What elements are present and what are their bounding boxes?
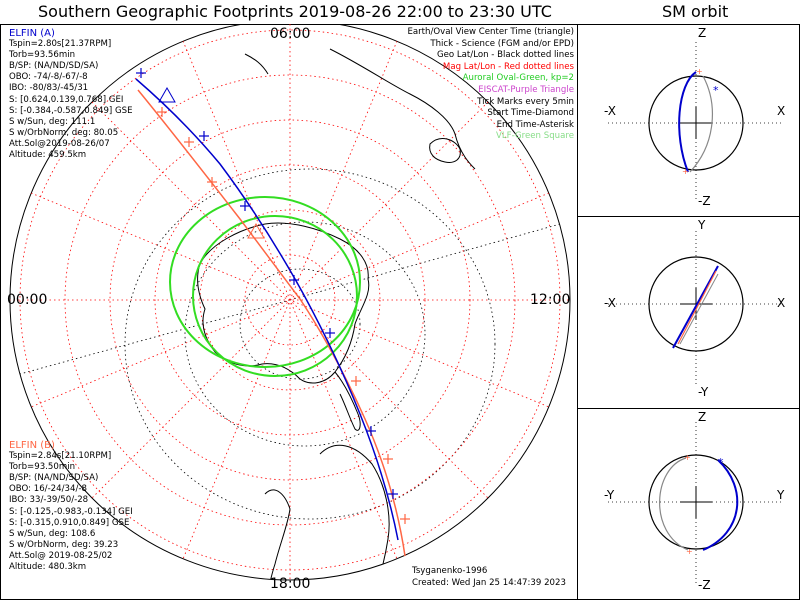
mlt-label-right: 12:00 — [530, 292, 571, 308]
orbit-xz-bottom: -Z — [698, 194, 711, 208]
elfin-a-footprint — [135, 78, 399, 541]
svg-text:+: + — [696, 67, 703, 76]
elfin-b-name: ELFIN (B) — [9, 440, 55, 451]
mlt-label-top: 06:00 — [270, 26, 311, 42]
elfin-b-info-line: IBO: 33/-39/50/-28 — [9, 495, 89, 506]
elfin-a-info-line: S w/OrbNorm, deg: 80.05 — [9, 127, 119, 138]
orbit-yz-top: Z — [698, 410, 707, 424]
elfin-b-info-line: S: [-0.125,-0.983,-0.134] GEI — [9, 506, 133, 517]
elfin-b-track — [137, 89, 410, 557]
elfin-b-info-line: OBO: 16/-24/34/-8 — [9, 484, 87, 495]
orbit-xy-right: X — [777, 296, 786, 310]
orbit-yz-left: -Y — [604, 488, 615, 502]
orbit-xy-left: -X — [604, 296, 616, 310]
orbit-plot-xz: * + + — [608, 42, 783, 202]
orbit-plot-yz: * + + — [608, 422, 783, 583]
elfin-a-name: ELFIN (A) — [9, 28, 55, 39]
elfin-a-info-line: OBO: -74/-8/-67/-8 — [9, 72, 88, 83]
orbit-yz-bottom: -Z — [698, 578, 711, 592]
legend-item: EISCAT-Purple Triangle — [478, 84, 574, 95]
auroral-ovals — [169, 196, 361, 377]
model-label: Tsyganenko-1996 — [412, 566, 488, 576]
elfin-b-info-line: Att.Sol@ 2019-08-25/02 — [9, 550, 113, 561]
page-title: Southern Geographic Footprints 2019-08-2… — [38, 2, 552, 21]
polar-map — [9, 24, 571, 581]
elfin-b-footprint — [137, 89, 406, 557]
svg-text:*: * — [718, 456, 724, 469]
orbit-xy-bottom: -Y — [698, 385, 709, 399]
mag-grid — [10, 24, 570, 580]
legend-item: Geo Lat/Lon - Black dotted lines — [436, 50, 574, 61]
legend-item: VLF-Green Square — [495, 131, 574, 142]
orbit-xy-top: Y — [698, 218, 706, 232]
elfin-a-info-line: Torb=93.56min — [9, 50, 76, 61]
elfin-b-info-line: S w/Sun, deg: 108.6 — [9, 528, 96, 539]
elfin-a-info-line: S w/Sun, deg: 111.1 — [9, 116, 96, 127]
svg-text:+: + — [686, 547, 693, 556]
legend-item: End Time-Asterisk — [496, 119, 574, 130]
legend-item: Thick - Science (FGM and/or EPD) — [430, 38, 574, 49]
elfin-a-info-line: B/SP: (NA/ND/SD/SA) — [9, 61, 99, 72]
elfin-b-center-triangle — [247, 222, 265, 239]
mlt-label-left: 00:00 — [7, 292, 48, 308]
elfin-b-ticks — [157, 107, 410, 524]
svg-text:+: + — [682, 167, 689, 176]
legend-item: Start Time-Diamond — [487, 108, 574, 119]
legend-item: Earth/Oval View Center Time (triangle) — [407, 27, 574, 37]
orbit-xz-left: -X — [604, 104, 616, 118]
legend: Earth/Oval View Center Time (triangle) Th… — [407, 27, 574, 143]
elfin-b-info: ELFIN (B) Tspin=2.84s[21.10RPM] Torb=93.5… — [9, 440, 133, 573]
elfin-a-center-triangle — [158, 86, 176, 103]
elfin-a-info-line: S: [-0.384,-0.587,0.849] GSE — [9, 105, 133, 116]
legend-item: Mag Lat/Lon - Red dotted lines — [442, 61, 574, 72]
elfin-b-info-line: Torb=93.50min — [9, 462, 76, 473]
elfin-a-track — [135, 68, 399, 541]
svg-text:*: * — [713, 84, 719, 97]
orbit-title: SM orbit — [662, 2, 729, 21]
elfin-a-info-line: IBO: -80/83/-45/31 — [9, 83, 89, 94]
elfin-b-info-line: S w/OrbNorm, deg: 39.23 — [9, 539, 119, 550]
mlt-label-bottom: 18:00 — [270, 576, 311, 592]
elfin-a-info-line: Att.Sol@2019-08-26/07 — [9, 138, 110, 149]
legend-item: Tick Marks every 5min — [477, 96, 574, 107]
created-label: Created: Wed Jan 25 14:47:39 2023 — [412, 578, 566, 588]
elfin-a-info-line: Tspin=2.80s[21.37RPM] — [9, 39, 112, 50]
legend-item: Auroral Oval-Green, kp=2 — [462, 73, 574, 84]
svg-text:+: + — [684, 453, 691, 462]
elfin-a-info-line: Altitude: 459.5km — [9, 150, 87, 161]
elfin-a-info-line: S: [0.624,0.139,0.768] GEI — [9, 94, 124, 105]
elfin-b-info-line: Tspin=2.84s[21.10RPM] — [9, 451, 112, 462]
orbit-xz-top: Z — [698, 26, 707, 40]
elfin-b-info-line: S: [-0.315,0.910,0.849] GSE — [9, 517, 130, 528]
elfin-a-info: ELFIN (A) Tspin=2.80s[21.37RPM] Torb=93.5… — [9, 28, 133, 161]
orbit-plot-xy — [608, 231, 783, 386]
elfin-b-info-line: Altitude: 480.3km — [9, 562, 87, 573]
orbit-yz-right: Y — [777, 488, 785, 502]
orbit-xz-right: X — [777, 104, 786, 118]
elfin-a-ticks — [136, 68, 398, 499]
elfin-b-info-line: B/SP: (NA/ND/SD/SA) — [9, 473, 99, 484]
